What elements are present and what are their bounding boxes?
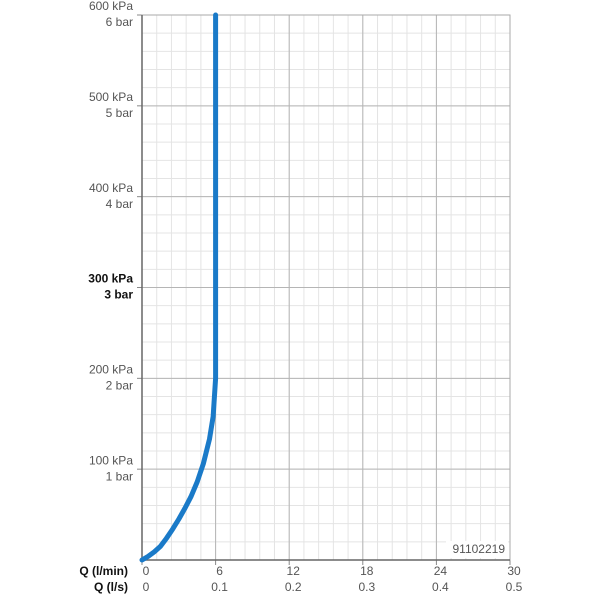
flow-curve: [139, 12, 219, 563]
y-tick-label: 600 kPa: [89, 0, 133, 13]
x-axis-label: Q (l/min): [79, 564, 128, 578]
x2-tick-label: 0.5: [506, 580, 523, 594]
x-tick-label: 24: [434, 564, 448, 578]
annotation: 91102219: [453, 542, 506, 556]
y-tick-label: 500 kPa: [89, 90, 133, 104]
y-tick-label: 100 kPa: [89, 453, 133, 467]
y-tick-label: 300 kPa: [88, 272, 133, 286]
x2-tick-label: 0.2: [285, 580, 302, 594]
y2-tick-label: 3 bar: [104, 288, 133, 302]
y2-tick-label: 2 bar: [106, 379, 133, 393]
y2-tick-label: 4 bar: [106, 197, 133, 211]
x-tick-label: 0: [143, 564, 150, 578]
x-tick-label: 30: [507, 564, 521, 578]
x2-tick-label: 0: [143, 580, 150, 594]
y2-tick-label: 6 bar: [106, 15, 133, 29]
x-tick-label: 12: [287, 564, 301, 578]
x-tick-label: 6: [216, 564, 223, 578]
annotation-bg: [446, 541, 508, 558]
x2-tick-label: 0.1: [211, 580, 228, 594]
y-tick-label: 200 kPa: [89, 363, 133, 377]
x-tick-label: 18: [360, 564, 374, 578]
y2-tick-label: 1 bar: [106, 469, 133, 483]
x2-tick-label: 0.3: [358, 580, 375, 594]
x2-tick-label: 0.4: [432, 580, 449, 594]
y2-tick-label: 5 bar: [106, 106, 133, 120]
x2-axis-label: Q (l/s): [94, 580, 128, 594]
y-tick-label: 400 kPa: [89, 181, 133, 195]
